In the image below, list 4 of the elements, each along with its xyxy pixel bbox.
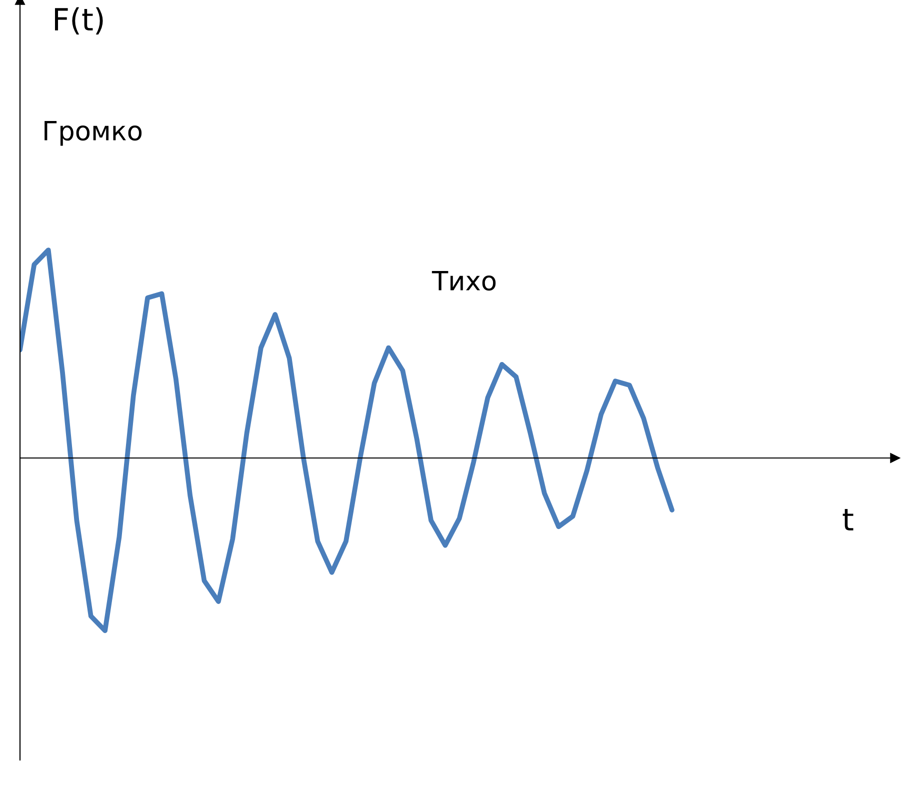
text: Громко <box>44 121 142 146</box>
text: F(t) <box>55 7 103 34</box>
text: t <box>842 508 854 530</box>
annotation: Тихо <box>432 271 496 291</box>
